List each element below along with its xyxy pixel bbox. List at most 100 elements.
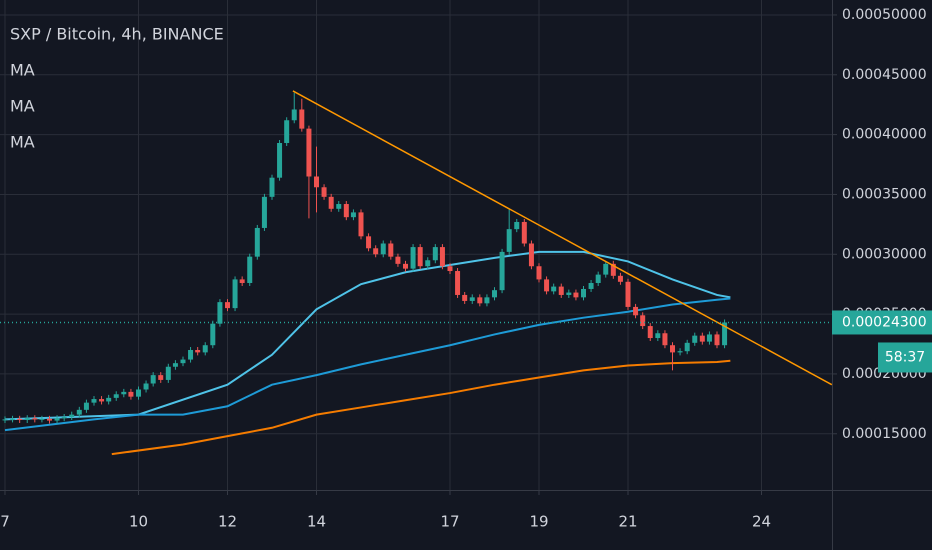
candle-body <box>528 243 534 267</box>
candle-body <box>373 248 379 255</box>
plot <box>0 90 833 456</box>
candle-body <box>32 418 38 420</box>
candle-body <box>202 345 208 353</box>
candle-body <box>506 229 512 252</box>
candle-body <box>544 279 550 292</box>
candle-body <box>239 279 245 283</box>
candle-body <box>336 204 342 209</box>
candle-body <box>655 333 661 339</box>
x-tick-label: 17 <box>440 513 459 531</box>
candle-body <box>306 128 312 177</box>
trend-line <box>292 90 833 386</box>
candle-body <box>662 333 668 346</box>
moving-average <box>4 297 731 432</box>
candle-body <box>595 274 601 283</box>
candle-body <box>521 221 527 244</box>
candle-body <box>291 109 297 121</box>
candle-body <box>195 350 201 353</box>
candle-body <box>350 212 356 218</box>
candle-body <box>536 266 542 280</box>
candle-body <box>54 418 60 421</box>
candle-body <box>358 212 364 237</box>
candle-body <box>2 419 8 421</box>
last-price-label: 0.00024300 <box>842 314 927 330</box>
candle-body <box>76 409 82 415</box>
last-price-box <box>832 310 932 335</box>
candle-body <box>113 394 119 398</box>
grid <box>0 0 832 490</box>
candle-body <box>402 263 408 269</box>
candle-body <box>180 359 186 364</box>
x-tick-label: 19 <box>529 513 548 531</box>
candle-body <box>106 397 112 402</box>
candle-body <box>224 302 230 309</box>
legend-entry: MA <box>10 61 35 80</box>
candle-body <box>313 176 319 188</box>
y-tick-label: 0.00050000 <box>842 7 927 23</box>
candle-body <box>617 275 623 282</box>
candle-body <box>670 345 676 353</box>
candle-body <box>640 315 646 327</box>
y-tick-label: 0.00045000 <box>842 67 927 83</box>
candle-body <box>603 263 609 275</box>
candle-body <box>165 366 171 380</box>
candle-body <box>432 247 438 261</box>
candle-body <box>247 256 253 283</box>
candle-body <box>455 271 461 295</box>
candle-body <box>210 323 216 346</box>
candle-body <box>269 177 275 197</box>
x-tick-label: 12 <box>218 513 237 531</box>
x-tick-label: 21 <box>618 513 637 531</box>
chart-title: SXP / Bitcoin, 4h, BINANCE <box>10 25 224 44</box>
candle-body <box>551 286 557 292</box>
candle-body <box>328 196 334 209</box>
candle-body <box>469 297 475 301</box>
candle-body <box>410 247 416 269</box>
candle-body <box>566 292 572 295</box>
moving-average <box>111 359 731 456</box>
candle-body <box>647 326 653 339</box>
candle-body <box>135 389 141 397</box>
candle-body <box>261 196 267 228</box>
candle-body <box>17 418 23 420</box>
candle-body <box>558 286 564 295</box>
candle-body <box>439 247 445 267</box>
candle-body <box>633 306 639 316</box>
candle-body <box>61 417 67 419</box>
candle-body <box>692 335 698 343</box>
candle-body <box>722 322 728 346</box>
candle-body <box>99 399 105 402</box>
candle-body <box>625 281 631 307</box>
x-tick-label: 7 <box>0 513 10 531</box>
candle-body <box>172 363 178 367</box>
candle-body <box>499 251 505 291</box>
y-tick-label: 0.00015000 <box>842 426 927 442</box>
candle-body <box>684 342 690 352</box>
candle-body <box>417 247 423 267</box>
candle-body <box>706 334 712 342</box>
candle-body <box>217 302 223 324</box>
x-tick-label: 14 <box>307 513 326 531</box>
y-tick-label: 0.00040000 <box>842 127 927 143</box>
y-tick-label: 0.00030000 <box>842 246 927 262</box>
candle-body <box>69 414 75 418</box>
candle-body <box>699 335 705 342</box>
candle-body <box>462 294 468 301</box>
legend-entry: MA <box>10 97 35 116</box>
candle-body <box>714 334 720 346</box>
candle-body <box>24 418 30 420</box>
x-tick-label: 10 <box>129 513 148 531</box>
candle-body <box>380 243 386 255</box>
legend-entry: MA <box>10 133 35 152</box>
candle-body <box>277 142 283 178</box>
candle-body <box>388 243 394 257</box>
candle-body <box>299 109 305 129</box>
candle-body <box>492 290 498 298</box>
candle-body <box>447 266 453 272</box>
candle-body <box>158 375 164 380</box>
candle-body <box>677 351 683 353</box>
candle-body <box>121 391 127 395</box>
